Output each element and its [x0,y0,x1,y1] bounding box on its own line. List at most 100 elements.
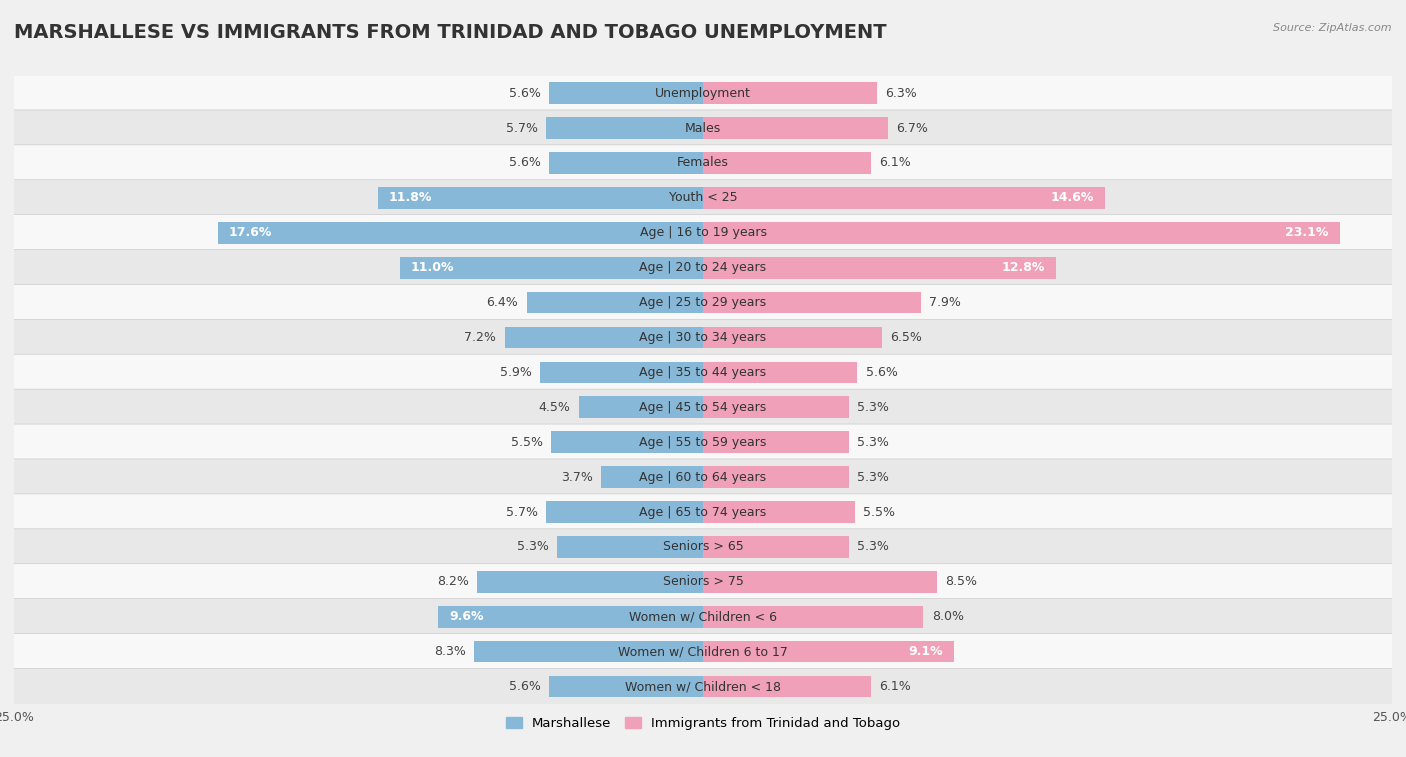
Text: Women w/ Children 6 to 17: Women w/ Children 6 to 17 [619,645,787,658]
Bar [548,152,703,174]
Text: 6.1%: 6.1% [879,157,911,170]
Text: 14.6%: 14.6% [1050,192,1094,204]
Text: 5.3%: 5.3% [517,540,548,553]
Text: 5.3%: 5.3% [858,436,889,449]
Text: 5.7%: 5.7% [506,506,537,519]
Bar [703,83,876,104]
Bar [703,291,921,313]
Text: 8.5%: 8.5% [945,575,977,588]
FancyBboxPatch shape [14,668,1392,705]
Text: 5.3%: 5.3% [858,400,889,414]
FancyBboxPatch shape [14,75,1392,111]
Text: 5.7%: 5.7% [506,122,537,135]
Bar [703,397,849,418]
Text: 9.6%: 9.6% [450,610,484,623]
Bar [527,291,703,313]
Bar [703,501,855,523]
Text: 7.9%: 7.9% [929,296,960,309]
Bar [703,117,887,139]
Text: 5.6%: 5.6% [866,366,897,379]
Bar [703,536,849,558]
Bar [703,606,924,628]
Text: 12.8%: 12.8% [1001,261,1045,274]
FancyBboxPatch shape [14,494,1392,530]
Text: 7.2%: 7.2% [464,331,496,344]
Bar [703,431,849,453]
FancyBboxPatch shape [14,285,1392,321]
Text: 5.6%: 5.6% [509,157,540,170]
Bar [703,571,938,593]
Bar [546,501,703,523]
FancyBboxPatch shape [14,250,1392,286]
Text: Age | 30 to 34 years: Age | 30 to 34 years [640,331,766,344]
Text: 5.5%: 5.5% [512,436,543,449]
Text: Age | 20 to 24 years: Age | 20 to 24 years [640,261,766,274]
Text: Males: Males [685,122,721,135]
Text: Age | 45 to 54 years: Age | 45 to 54 years [640,400,766,414]
FancyBboxPatch shape [14,389,1392,425]
Text: Source: ZipAtlas.com: Source: ZipAtlas.com [1274,23,1392,33]
Text: Women w/ Children < 6: Women w/ Children < 6 [628,610,778,623]
Bar [474,641,703,662]
Text: Unemployment: Unemployment [655,86,751,100]
Text: 17.6%: 17.6% [229,226,273,239]
Bar [703,187,1105,209]
Text: 5.9%: 5.9% [501,366,531,379]
Bar [600,466,703,488]
FancyBboxPatch shape [14,145,1392,181]
Text: 6.5%: 6.5% [890,331,922,344]
Text: 8.0%: 8.0% [932,610,963,623]
Bar [548,83,703,104]
Text: Age | 65 to 74 years: Age | 65 to 74 years [640,506,766,519]
Legend: Marshallese, Immigrants from Trinidad and Tobago: Marshallese, Immigrants from Trinidad an… [501,712,905,735]
Bar [505,327,703,348]
FancyBboxPatch shape [14,179,1392,216]
FancyBboxPatch shape [14,110,1392,146]
FancyBboxPatch shape [14,424,1392,460]
Text: Age | 55 to 59 years: Age | 55 to 59 years [640,436,766,449]
Text: 8.2%: 8.2% [437,575,468,588]
Text: 4.5%: 4.5% [538,400,571,414]
Bar [703,327,882,348]
Text: 11.0%: 11.0% [411,261,454,274]
Text: Seniors > 75: Seniors > 75 [662,575,744,588]
Text: 6.7%: 6.7% [896,122,928,135]
Bar [378,187,703,209]
Bar [703,257,1056,279]
Text: 5.3%: 5.3% [858,540,889,553]
Text: 6.1%: 6.1% [879,680,911,693]
Bar [540,362,703,383]
Text: 5.6%: 5.6% [509,680,540,693]
Text: 9.1%: 9.1% [908,645,943,658]
Bar [439,606,703,628]
Text: Females: Females [678,157,728,170]
Text: 6.4%: 6.4% [486,296,519,309]
Text: 5.3%: 5.3% [858,471,889,484]
Bar [551,431,703,453]
Text: 5.5%: 5.5% [863,506,894,519]
FancyBboxPatch shape [14,634,1392,670]
Text: Age | 60 to 64 years: Age | 60 to 64 years [640,471,766,484]
Text: 11.8%: 11.8% [389,192,432,204]
Text: Youth < 25: Youth < 25 [669,192,737,204]
Bar [703,362,858,383]
FancyBboxPatch shape [14,215,1392,251]
Text: Age | 16 to 19 years: Age | 16 to 19 years [640,226,766,239]
Bar [703,222,1340,244]
Bar [703,466,849,488]
Bar [557,536,703,558]
FancyBboxPatch shape [14,599,1392,635]
Text: 3.7%: 3.7% [561,471,593,484]
FancyBboxPatch shape [14,564,1392,600]
Text: 23.1%: 23.1% [1285,226,1329,239]
Bar [548,676,703,697]
FancyBboxPatch shape [14,319,1392,356]
Text: 6.3%: 6.3% [884,86,917,100]
Bar [703,641,953,662]
Text: Women w/ Children < 18: Women w/ Children < 18 [626,680,780,693]
Bar [579,397,703,418]
Bar [218,222,703,244]
Bar [399,257,703,279]
Text: MARSHALLESE VS IMMIGRANTS FROM TRINIDAD AND TOBAGO UNEMPLOYMENT: MARSHALLESE VS IMMIGRANTS FROM TRINIDAD … [14,23,887,42]
Bar [477,571,703,593]
